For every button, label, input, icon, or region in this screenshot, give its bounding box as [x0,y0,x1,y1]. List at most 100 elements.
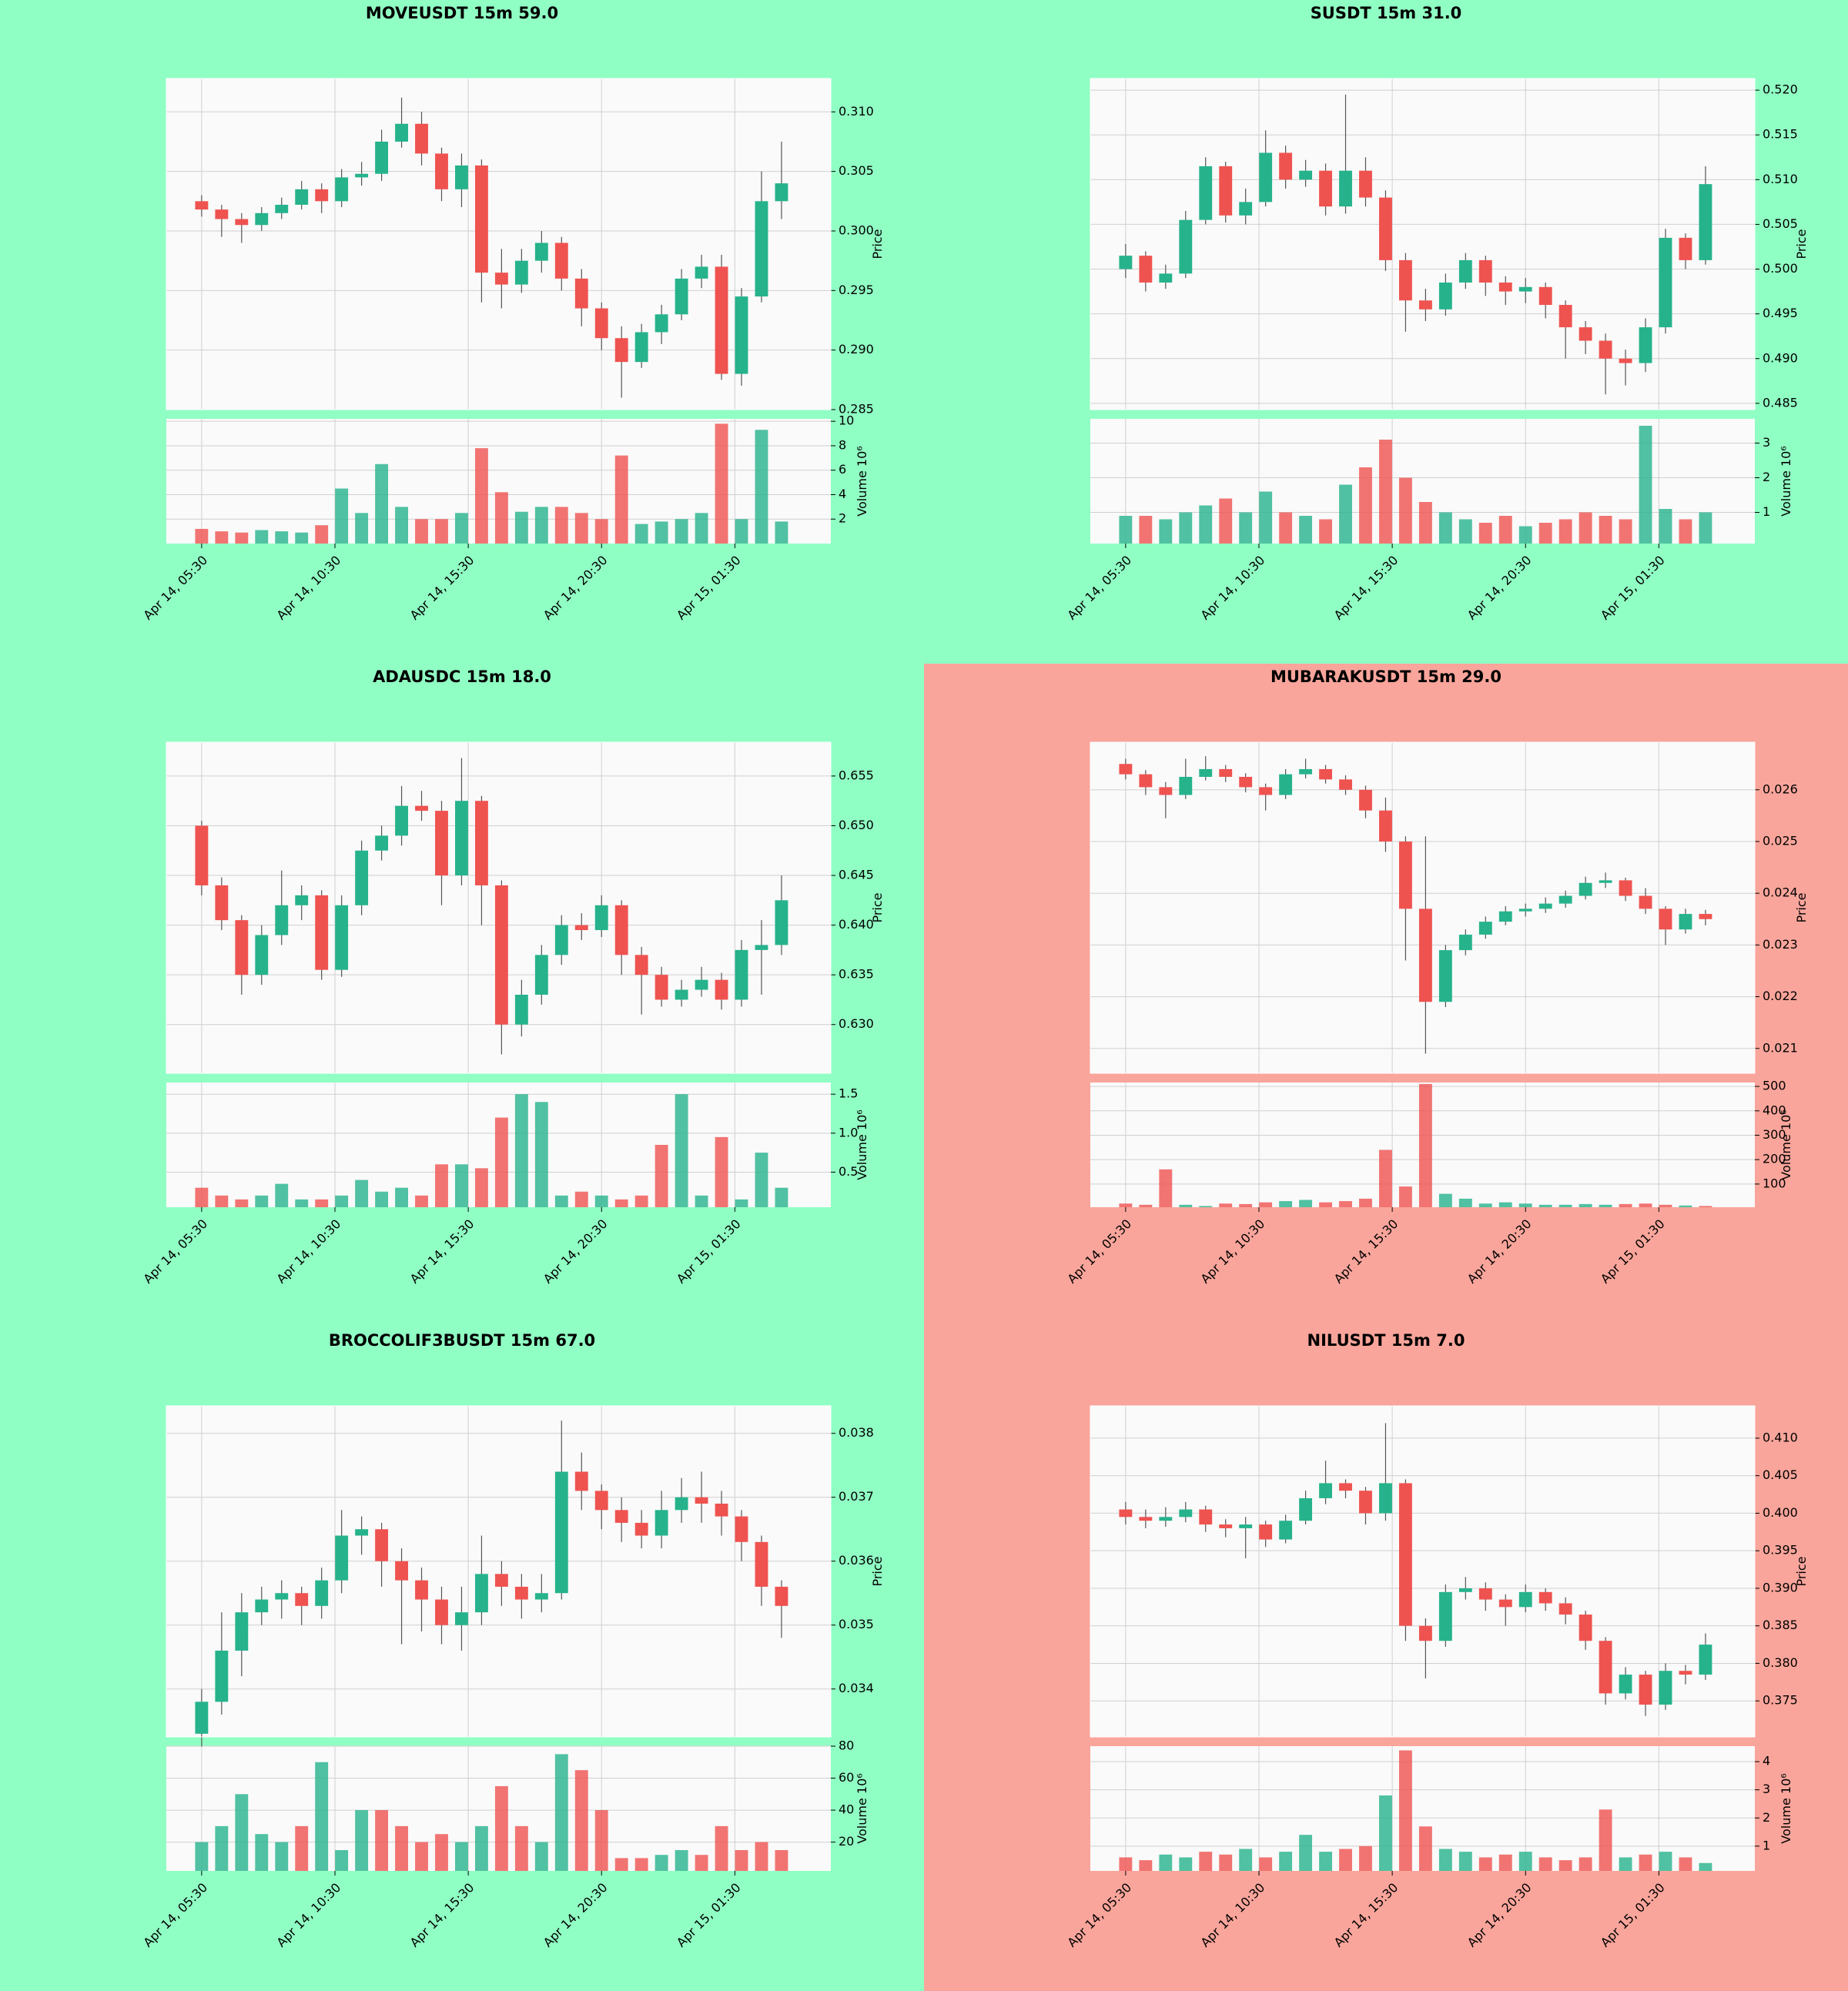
volume-bar [775,1187,788,1207]
volume-bar [1398,477,1412,544]
volume-axis-label: Volume 10⁶ [855,1109,869,1180]
volume-bar [1319,519,1332,544]
candle-body [1478,259,1492,283]
candle-body [315,895,329,970]
candle-body [735,1516,748,1542]
volume-tick-label: 3 [1763,1782,1770,1796]
y-tick-label: 0.405 [1763,1467,1798,1482]
volume-bar [315,525,329,544]
volume-bar [395,1187,408,1207]
candle-body [1418,908,1432,1002]
volume-bar [594,519,608,544]
volume-bar [1458,1198,1472,1207]
candle-body [215,209,229,219]
volume-bar [1179,512,1193,544]
candle-body [415,1580,428,1600]
volume-bar [455,1842,468,1871]
volume-bar [1498,516,1512,544]
candle-body [1398,842,1412,909]
y-tick-label: 0.285 [839,402,874,417]
volume-bar [375,1810,389,1871]
volume-bar [235,1199,249,1207]
volume-bar [1699,1206,1712,1207]
y-tick-label: 0.310 [839,104,874,119]
volume-bar [1498,1202,1512,1207]
candle-body [1159,273,1173,283]
candle-body [1119,764,1133,775]
volume-bar [1659,509,1672,544]
candle-body [235,920,249,975]
volume-bar [1299,1835,1313,1871]
candle-body [594,905,608,931]
candle-body [735,296,748,374]
volume-bar [715,423,728,544]
candle-body [614,338,628,363]
candle-body [614,1510,628,1523]
candle-body [614,905,628,955]
volume-bar [1379,1149,1392,1207]
volume-bar [1498,1854,1512,1871]
candle-body [675,278,688,315]
candle-body [1398,1483,1412,1626]
y-tick-label: 0.300 [839,223,874,237]
volume-bar [1679,519,1692,544]
candle-body [1659,1671,1672,1705]
candle-body [1319,1483,1332,1498]
y-tick-label: 0.490 [1763,350,1798,365]
volume-bar [1339,1849,1352,1871]
candle-body [1139,256,1153,283]
volume-bar [514,511,528,544]
volume-bar [1219,1203,1233,1207]
volume-tick-label: 6 [839,462,846,477]
candle-body [574,925,588,931]
volume-tick-label: 2 [839,511,846,526]
y-tick-label: 0.035 [839,1617,874,1631]
volume-bar [1619,1203,1632,1207]
y-tick-label: 0.505 [1763,216,1798,231]
volume-bar [335,1195,349,1207]
candle-body [735,949,748,1000]
volume-bar [1639,426,1652,544]
candle-body [1478,1588,1492,1600]
candle-body [1259,152,1273,202]
volume-bar [1119,1857,1133,1871]
volume-bar [1319,1852,1332,1871]
chart-title: MOVEUSDT 15m 59.0 [366,4,558,22]
candle-body [1299,768,1313,775]
y-tick-label: 0.650 [839,818,874,832]
chart-title: BROCCOLIF3BUSDT 15m 67.0 [329,1331,595,1350]
volume-bar [1438,1193,1452,1207]
candle-body [235,1612,249,1651]
candle-body [1379,197,1392,260]
volume-bar [1558,1860,1572,1871]
volume-bar [255,530,269,544]
volume-bar [675,1850,688,1871]
candle-body [1359,789,1372,811]
volume-bar [1538,1204,1552,1207]
volume-bar [1578,1857,1592,1871]
volume-bar [315,1199,329,1207]
volume-bar [574,1191,588,1207]
volume-bar [1179,1857,1193,1871]
candle-body [695,1497,708,1504]
volume-bar [675,519,688,544]
volume-tick-label: 1.0 [839,1125,858,1139]
y-tick-label: 0.034 [839,1681,874,1695]
y-tick-label: 0.500 [1763,261,1798,276]
candle-body [1379,810,1392,842]
candle-body [1239,777,1253,788]
candle-body [1219,768,1233,778]
candle-body [1599,880,1612,883]
candle-body [1558,305,1572,328]
candle-body [474,1574,488,1613]
volume-bar [1478,1857,1492,1871]
candle-body [1139,774,1153,788]
candle-body [1558,1603,1572,1615]
y-tick-label: 0.635 [839,967,874,982]
candle-body [1418,300,1432,310]
volume-bar [1699,1862,1712,1871]
candle-body [1458,1588,1472,1592]
volume-bar [1458,519,1472,544]
